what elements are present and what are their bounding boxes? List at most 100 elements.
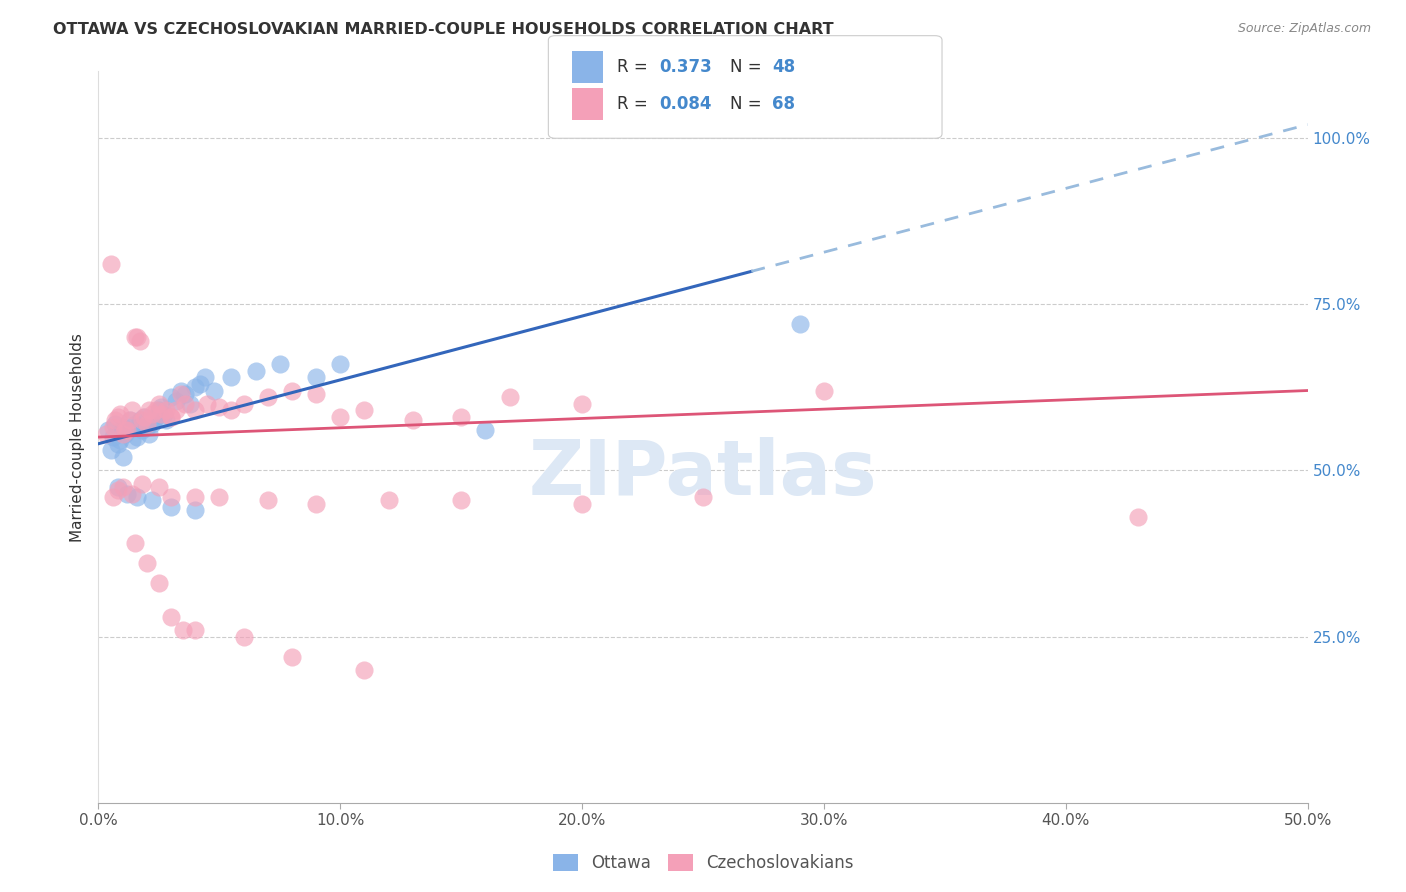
Point [169, 387, 191, 401]
Point [281, 649, 304, 664]
Point [195, 397, 218, 411]
Point [121, 434, 143, 448]
Point [305, 387, 328, 401]
Text: R =: R = [617, 58, 654, 76]
Point [124, 417, 146, 431]
Point [353, 663, 375, 677]
Point [150, 407, 173, 421]
Point [101, 420, 124, 434]
Point [128, 413, 150, 427]
Point [174, 387, 197, 401]
Point [101, 490, 124, 504]
Point [165, 403, 187, 417]
Point [107, 480, 129, 494]
Point [174, 397, 197, 411]
Point [141, 493, 163, 508]
Text: 48: 48 [772, 58, 794, 76]
Point [789, 317, 811, 331]
Point [208, 400, 231, 414]
Point [353, 403, 375, 417]
Point [127, 490, 149, 504]
Point [148, 480, 170, 494]
Point [152, 407, 174, 421]
Point [108, 407, 131, 421]
Point [107, 436, 129, 450]
Point [111, 480, 134, 494]
Point [117, 486, 139, 500]
Point [114, 426, 136, 441]
Point [256, 390, 278, 404]
Point [305, 497, 328, 511]
Point [148, 397, 170, 411]
Text: 0.373: 0.373 [659, 58, 713, 76]
Point [118, 413, 141, 427]
Point [135, 420, 157, 434]
Point [114, 424, 136, 438]
Point [160, 390, 183, 404]
Point [160, 410, 183, 425]
Point [450, 493, 472, 508]
Point [692, 490, 714, 504]
Point [172, 623, 194, 637]
Point [121, 486, 143, 500]
Point [155, 403, 177, 417]
Point [184, 403, 207, 417]
Text: 68: 68 [772, 95, 794, 113]
Point [329, 357, 352, 371]
Point [128, 334, 150, 348]
Point [155, 413, 177, 427]
Point [179, 397, 201, 411]
Point [108, 434, 131, 448]
Point [184, 503, 207, 517]
Point [232, 397, 254, 411]
Point [145, 403, 167, 417]
Point [1128, 509, 1150, 524]
Point [117, 424, 139, 438]
Point [160, 410, 183, 425]
Point [121, 403, 143, 417]
Point [127, 430, 149, 444]
Text: N =: N = [730, 58, 766, 76]
Point [145, 410, 167, 425]
Text: 0.084: 0.084 [659, 95, 711, 113]
Point [269, 357, 291, 371]
Point [104, 417, 127, 431]
Point [377, 493, 399, 508]
Point [184, 490, 207, 504]
Point [101, 430, 124, 444]
Point [148, 576, 170, 591]
Point [450, 410, 472, 425]
Point [111, 450, 134, 464]
Point [107, 410, 129, 425]
Point [204, 384, 226, 398]
Text: Source: ZipAtlas.com: Source: ZipAtlas.com [1237, 22, 1371, 36]
Text: OTTAWA VS CZECHOSLOVAKIAN MARRIED-COUPLE HOUSEHOLDS CORRELATION CHART: OTTAWA VS CZECHOSLOVAKIAN MARRIED-COUPLE… [53, 22, 834, 37]
Legend: Ottawa, Czechoslovakians: Ottawa, Czechoslovakians [546, 847, 860, 879]
Text: ZIPatlas: ZIPatlas [529, 437, 877, 510]
Point [474, 424, 496, 438]
Point [281, 384, 304, 398]
Point [813, 384, 835, 398]
Point [169, 384, 191, 398]
Point [127, 330, 149, 344]
Point [94, 426, 117, 441]
Point [143, 413, 166, 427]
Point [138, 426, 160, 441]
Point [141, 407, 163, 421]
Point [134, 410, 156, 425]
Point [221, 403, 243, 417]
Point [135, 557, 157, 571]
Y-axis label: Married-couple Households: Married-couple Households [70, 333, 86, 541]
Point [135, 417, 157, 431]
Point [571, 397, 593, 411]
Point [184, 623, 207, 637]
Point [160, 490, 183, 504]
Point [221, 370, 243, 384]
Point [131, 424, 153, 438]
Point [141, 417, 163, 431]
Point [208, 490, 231, 504]
Point [138, 403, 160, 417]
Point [131, 413, 153, 427]
Point [117, 424, 139, 438]
Point [160, 609, 183, 624]
